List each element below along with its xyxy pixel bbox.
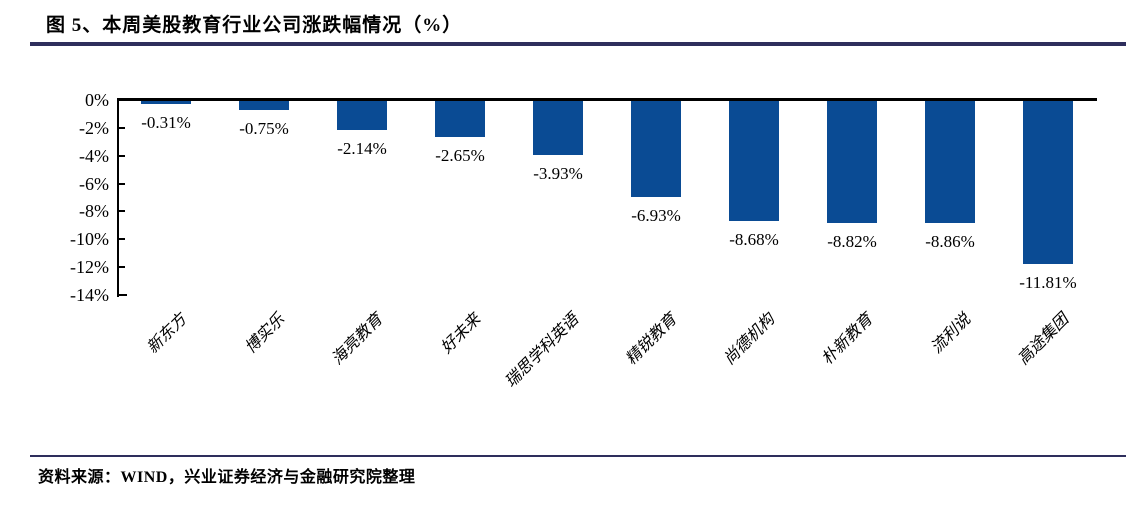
source-note: 资料来源：WIND，兴业证券经济与金融研究院整理 bbox=[38, 469, 416, 486]
bar-value-label: -0.31% bbox=[141, 113, 191, 133]
bar bbox=[337, 100, 387, 130]
y-axis-tick bbox=[119, 182, 125, 185]
bar bbox=[925, 100, 975, 224]
x-axis-line bbox=[117, 98, 1097, 101]
y-tick-label: -2% bbox=[79, 117, 109, 138]
bar bbox=[827, 100, 877, 223]
y-axis-tick bbox=[119, 126, 125, 129]
category-label: 海亮教育 bbox=[328, 311, 387, 369]
y-tick-label: -4% bbox=[79, 145, 109, 166]
bar bbox=[631, 100, 681, 197]
bar bbox=[1023, 100, 1073, 265]
bar bbox=[533, 100, 583, 155]
bar-value-label: -8.82% bbox=[827, 231, 877, 251]
y-tick-label: -12% bbox=[70, 257, 109, 278]
y-tick-label: -14% bbox=[70, 285, 109, 305]
bar-value-label: -11.81% bbox=[1019, 273, 1077, 293]
category-label: 流利说 bbox=[928, 311, 975, 357]
category-label: 新东方 bbox=[144, 311, 191, 357]
bar-value-label: -8.68% bbox=[729, 229, 779, 249]
bar-value-label: -8.86% bbox=[925, 232, 975, 252]
bar bbox=[239, 100, 289, 111]
figure-title: 图 5、本周美股教育行业公司涨跌幅情况（%） bbox=[46, 15, 463, 36]
y-axis-tick bbox=[119, 238, 125, 241]
y-axis-end-tick bbox=[119, 294, 127, 296]
category-label: 精锐教育 bbox=[622, 311, 681, 369]
category-label: 博实乐 bbox=[242, 311, 289, 357]
y-tick-label: -8% bbox=[79, 201, 109, 222]
y-axis-line bbox=[117, 98, 119, 297]
y-tick-label: 0% bbox=[85, 90, 109, 110]
bar-value-label: -2.14% bbox=[337, 138, 387, 158]
bar-chart: 0% -2% -4% -6% -8% -10% -12% -14% -0.31% 新东方 -0.75… bbox=[70, 90, 1097, 391]
bar bbox=[729, 100, 779, 221]
bar-value-label: -2.65% bbox=[435, 145, 485, 165]
bar-value-label: -6.93% bbox=[631, 205, 681, 225]
title-divider-line bbox=[30, 42, 1126, 46]
y-axis-tick bbox=[119, 266, 125, 269]
category-label: 朴新教育 bbox=[818, 311, 877, 369]
bar-value-label: -0.75% bbox=[239, 119, 289, 139]
category-label: 尚德机构 bbox=[720, 311, 779, 369]
bar bbox=[435, 100, 485, 137]
y-tick-label: -10% bbox=[70, 229, 109, 250]
category-label: 好未来 bbox=[438, 311, 485, 357]
y-tick-label: -6% bbox=[79, 173, 109, 194]
bar-value-label: -3.93% bbox=[533, 163, 583, 183]
y-axis-tick bbox=[119, 210, 125, 213]
footer-divider-line bbox=[30, 455, 1126, 457]
category-label: 高途集团 bbox=[1014, 311, 1073, 369]
y-axis-tick bbox=[119, 154, 125, 157]
category-label: 瑞思学科英语 bbox=[502, 311, 583, 391]
bar bbox=[141, 100, 191, 105]
